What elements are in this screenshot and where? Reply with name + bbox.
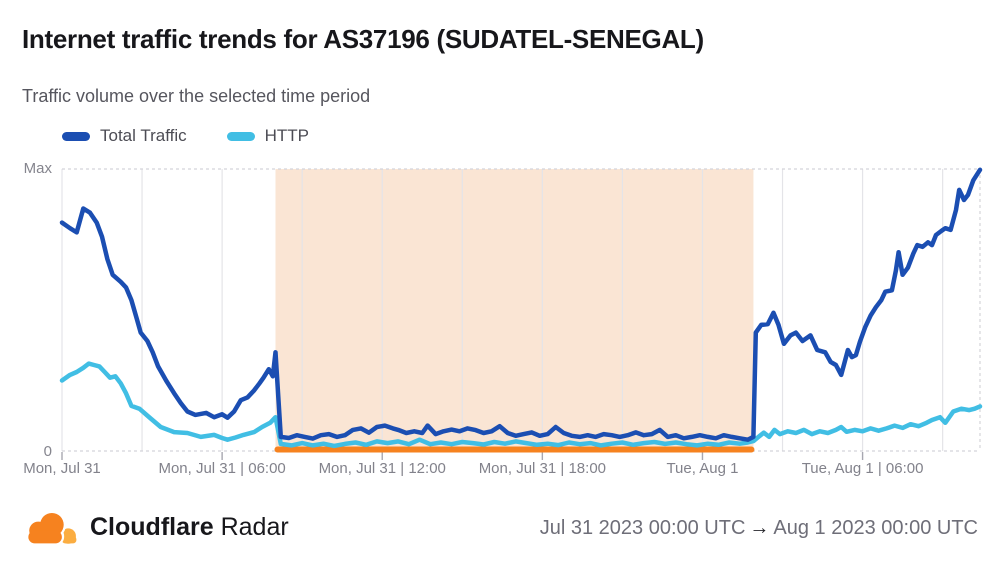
date-range-end: Aug 1 2023 00:00 UTC (773, 517, 978, 539)
page-subtitle: Traffic volume over the selected time pe… (22, 86, 371, 106)
legend-label-total-traffic: Total Traffic (100, 126, 187, 145)
x-axis-label: Tue, Aug 1 (666, 460, 739, 477)
brand-radar: Radar (220, 512, 289, 541)
page-title: Internet traffic trends for AS37196 (SUD… (22, 24, 704, 54)
footer: Cloudflare Radar Jul 31 2023 00:00 UTC → A… (0, 500, 1000, 556)
x-axis-label: Mon, Jul 31 | 12:00 (318, 460, 446, 477)
legend-label-http: HTTP (264, 126, 310, 145)
cloudflare-logo-icon (25, 510, 77, 546)
x-axis-label: Mon, Jul 31 | 18:00 (478, 460, 606, 477)
brand-cloudflare: Cloudflare (90, 512, 214, 541)
date-range-start: Jul 31 2023 00:00 UTC (539, 517, 746, 539)
traffic-chart[interactable] (0, 160, 1000, 475)
legend-item-total-traffic[interactable]: Total Traffic (62, 126, 187, 146)
legend-swatch-http (226, 131, 255, 141)
legend-item-http[interactable]: HTTP (226, 126, 310, 146)
logo-orange-cloud (28, 512, 64, 544)
outage-shaded-region (275, 169, 754, 451)
date-range: Jul 31 2023 00:00 UTC → Aug 1 2023 00:00 U… (540, 517, 978, 540)
cloudflare-radar-brand[interactable]: Cloudflare Radar (22, 506, 289, 548)
logo-light-cloud (60, 528, 77, 544)
series-line-total-traffic (59, 167, 983, 442)
y-axis-zero-label: 0 (43, 443, 52, 460)
brand-text: Cloudflare Radar (90, 513, 289, 542)
x-axis-label: Mon, Jul 31 (23, 460, 101, 477)
x-axis-label: Tue, Aug 1 | 06:00 (801, 460, 924, 477)
arrow-right-icon: → (749, 517, 770, 539)
series-line-http (59, 361, 983, 449)
chart-legend: Total Traffic HTTP (62, 126, 309, 146)
x-axis-label: Mon, Jul 31 | 06:00 (158, 460, 286, 477)
y-axis-max-label: Max (23, 160, 52, 177)
legend-swatch-total-traffic (62, 131, 90, 141)
